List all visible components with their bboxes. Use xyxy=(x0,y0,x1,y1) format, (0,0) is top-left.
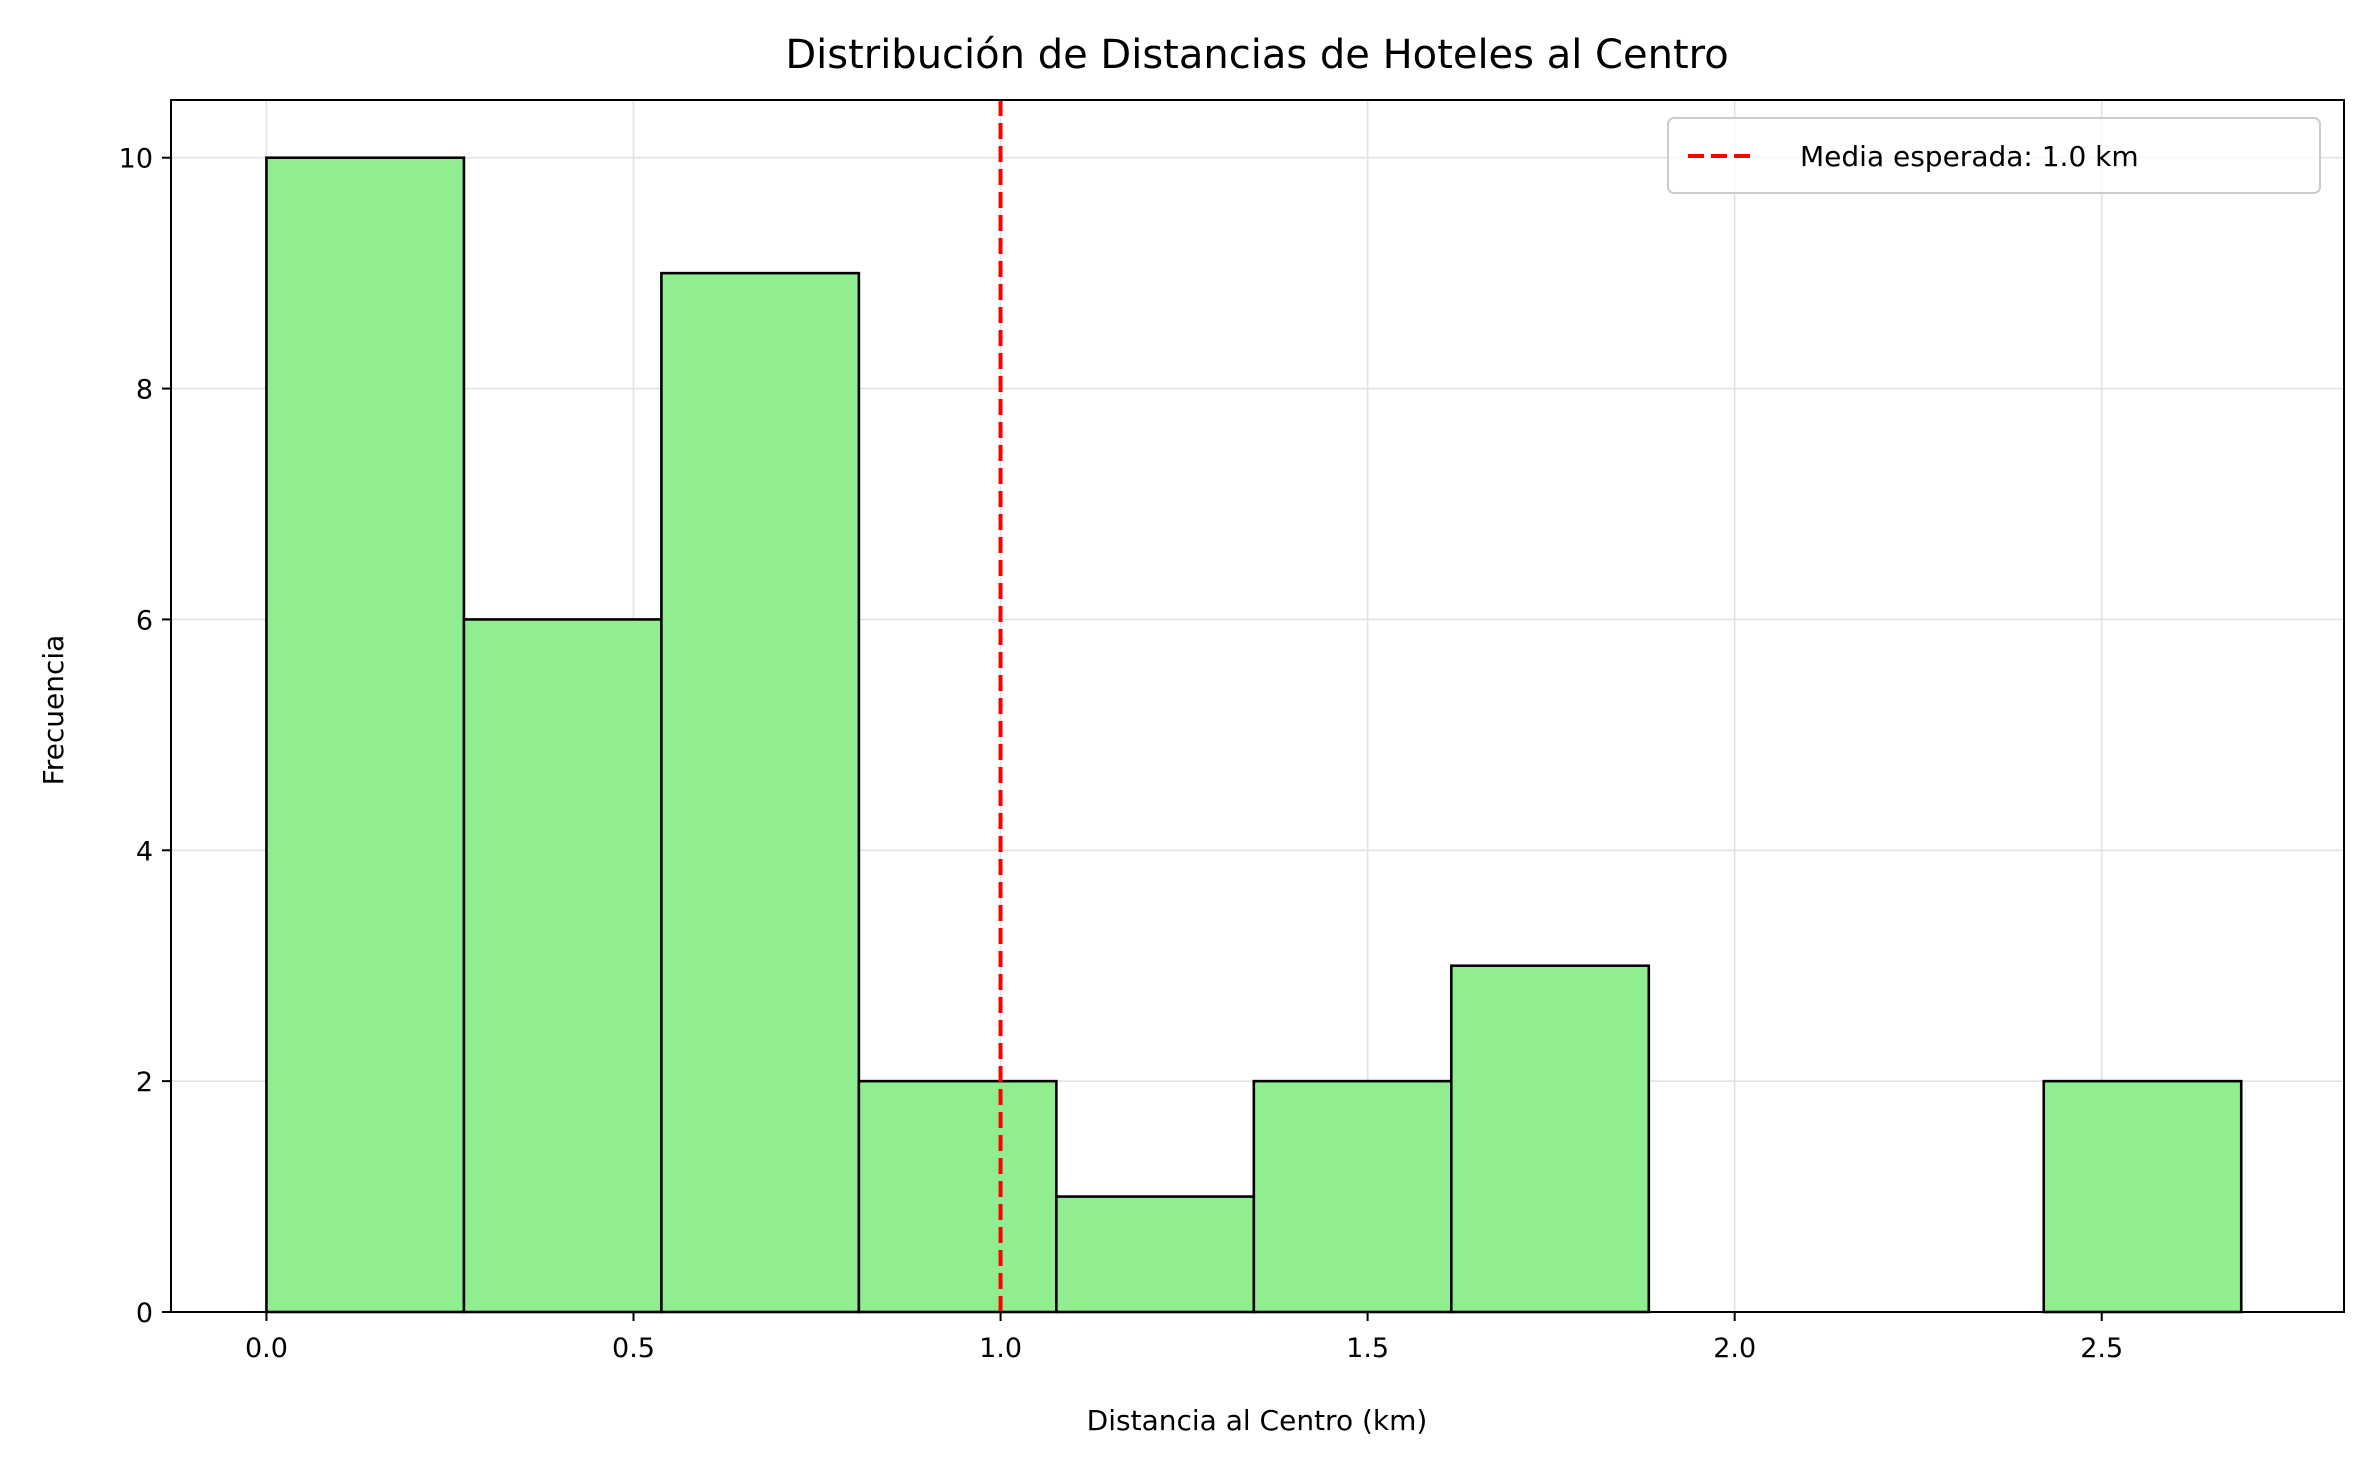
legend-label: Media esperada: 1.0 km xyxy=(1800,140,2139,173)
y-tick-label: 0 xyxy=(136,1298,153,1329)
y-tick-label: 6 xyxy=(136,605,153,636)
x-axis-label: Distancia al Centro (km) xyxy=(1087,1404,1428,1437)
legend-box xyxy=(1667,117,2321,194)
histogram-bar xyxy=(857,1079,1058,1314)
histogram-bar xyxy=(265,156,466,1314)
x-tick-label: 0.0 xyxy=(245,1333,288,1364)
histogram-bars xyxy=(265,156,2243,1314)
y-tick-label: 4 xyxy=(136,836,153,867)
y-axis-ticks: 0 2 4 6 8 10 xyxy=(119,144,171,1329)
plot-frame xyxy=(170,99,2345,1313)
histogram-bar xyxy=(1450,964,1651,1314)
histogram-bar xyxy=(2042,1079,2243,1314)
histogram-bar xyxy=(660,271,861,1314)
histogram-bar xyxy=(462,618,663,1314)
x-tick-label: 1.0 xyxy=(979,1333,1022,1364)
x-tick-label: 2.5 xyxy=(2080,1333,2123,1364)
histogram-bar xyxy=(1055,1195,1256,1314)
legend: Media esperada: 1.0 km xyxy=(1667,117,2321,194)
y-axis-label: Frecuencia xyxy=(37,635,70,786)
y-tick-label: 2 xyxy=(136,1067,153,1098)
x-tick-label: 0.5 xyxy=(612,1333,655,1364)
y-tick-label: 8 xyxy=(136,375,153,406)
x-axis-ticks: 0.0 0.5 1.0 1.5 2.0 2.5 xyxy=(245,1312,2123,1364)
y-tick-label: 10 xyxy=(119,144,153,175)
x-tick-label: 2.0 xyxy=(1713,1333,1756,1364)
x-tick-label: 1.5 xyxy=(1346,1333,1389,1364)
chart-title: Distribución de Distancias de Hoteles al… xyxy=(785,32,1728,78)
histogram-bar xyxy=(1252,1079,1453,1314)
